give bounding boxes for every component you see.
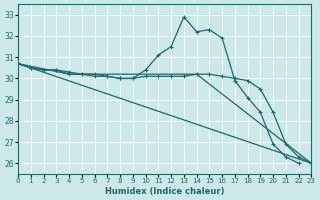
X-axis label: Humidex (Indice chaleur): Humidex (Indice chaleur) xyxy=(105,187,225,196)
